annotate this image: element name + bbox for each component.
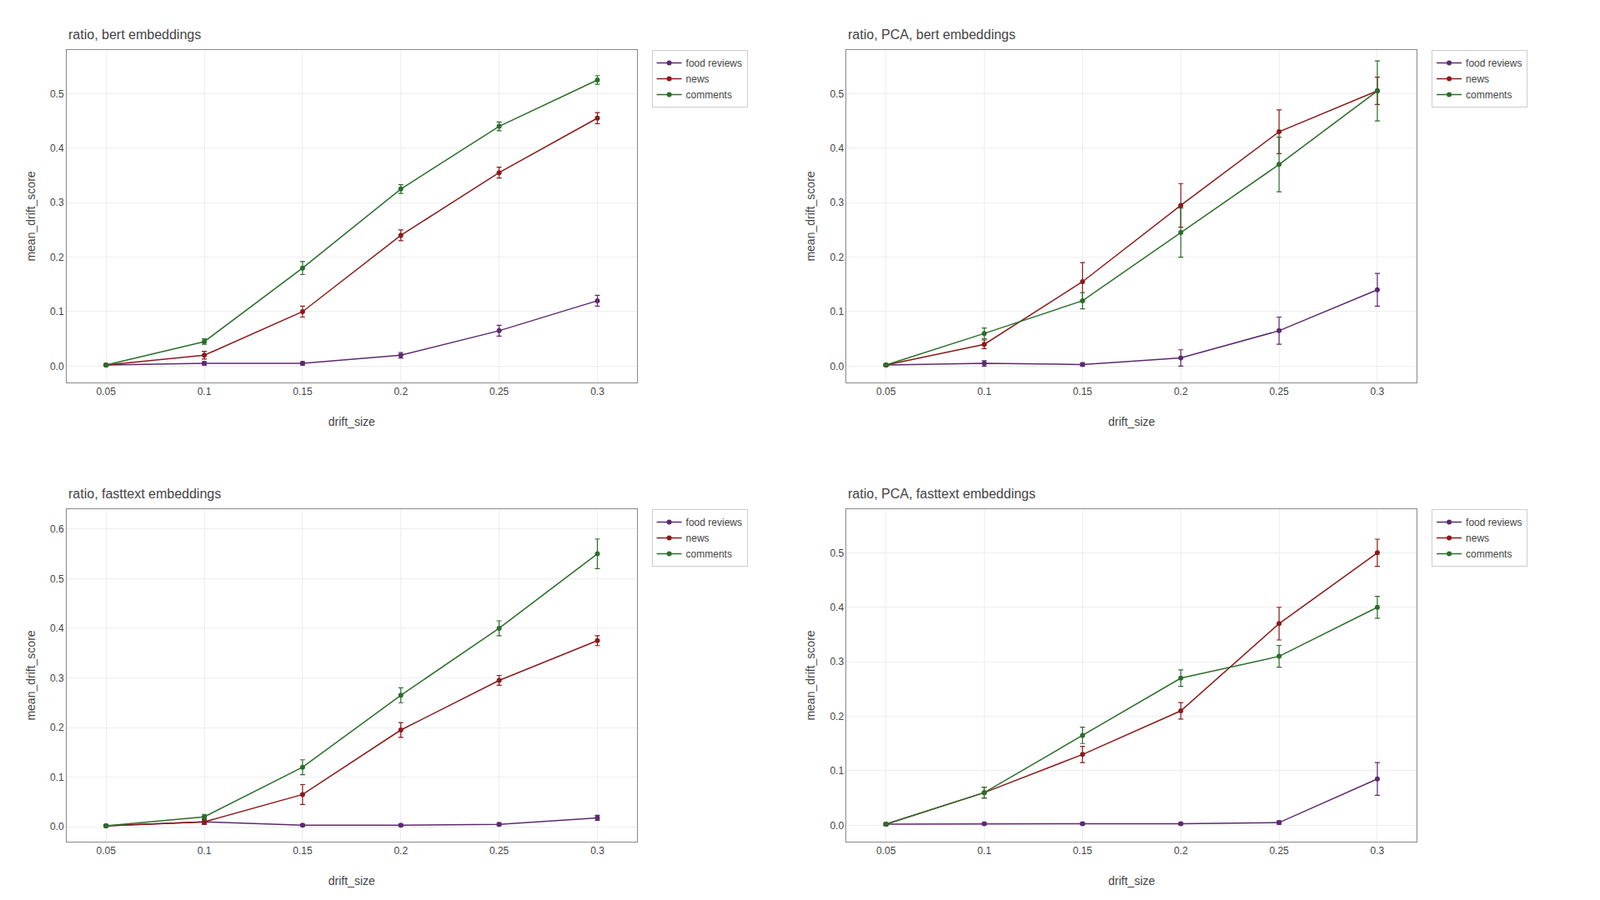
svg-text:mean_drift_score: mean_drift_score <box>24 630 38 721</box>
svg-text:0.2: 0.2 <box>393 386 408 398</box>
svg-text:0.6: 0.6 <box>50 523 65 536</box>
svg-text:news: news <box>1465 532 1490 545</box>
svg-text:0.2: 0.2 <box>829 711 844 723</box>
svg-text:food reviews: food reviews <box>1465 57 1522 70</box>
svg-text:0.5: 0.5 <box>50 573 65 586</box>
svg-text:0.4: 0.4 <box>829 142 844 155</box>
svg-text:0.25: 0.25 <box>1268 386 1290 398</box>
svg-text:0.0: 0.0 <box>50 821 65 833</box>
svg-text:0.3: 0.3 <box>590 386 605 398</box>
svg-text:0.2: 0.2 <box>1173 386 1189 398</box>
svg-text:0.25: 0.25 <box>489 386 510 398</box>
svg-text:0.3: 0.3 <box>50 196 65 209</box>
svg-text:0.2: 0.2 <box>1173 845 1189 858</box>
svg-text:food reviews: food reviews <box>686 57 743 70</box>
svg-text:0.1: 0.1 <box>50 772 65 784</box>
svg-text:comments: comments <box>686 548 733 561</box>
svg-text:0.05: 0.05 <box>95 845 116 858</box>
svg-text:0.3: 0.3 <box>1370 386 1385 398</box>
svg-text:drift_size: drift_size <box>328 874 376 888</box>
svg-text:0.1: 0.1 <box>197 845 212 858</box>
svg-text:comments: comments <box>1465 89 1512 101</box>
svg-text:food reviews: food reviews <box>686 516 743 529</box>
svg-text:0.15: 0.15 <box>1073 386 1094 398</box>
svg-text:0.5: 0.5 <box>829 88 844 101</box>
svg-text:0.3: 0.3 <box>50 672 65 685</box>
svg-text:0.1: 0.1 <box>197 386 212 398</box>
svg-text:0.4: 0.4 <box>50 622 65 635</box>
svg-text:drift_size: drift_size <box>1108 874 1155 888</box>
svg-text:ratio, PCA, fasttext embedding: ratio, PCA, fasttext embeddings <box>847 486 1036 502</box>
svg-text:0.15: 0.15 <box>292 386 313 398</box>
svg-text:drift_size: drift_size <box>328 415 376 429</box>
svg-text:0.5: 0.5 <box>50 88 65 101</box>
svg-text:0.1: 0.1 <box>977 845 992 858</box>
svg-text:0.15: 0.15 <box>292 845 313 858</box>
svg-text:ratio, PCA, bert embeddings: ratio, PCA, bert embeddings <box>847 27 1016 42</box>
svg-text:0.05: 0.05 <box>876 845 897 858</box>
svg-text:0.0: 0.0 <box>829 820 844 833</box>
svg-text:0.4: 0.4 <box>829 601 844 614</box>
svg-text:mean_drift_score: mean_drift_score <box>803 170 818 261</box>
svg-text:0.0: 0.0 <box>829 361 844 373</box>
svg-text:ratio, fasttext embeddings: ratio, fasttext embeddings <box>68 486 221 502</box>
svg-text:0.1: 0.1 <box>977 386 992 398</box>
svg-text:0.3: 0.3 <box>829 656 844 668</box>
svg-text:0.1: 0.1 <box>50 305 65 318</box>
svg-text:0.4: 0.4 <box>50 142 65 155</box>
svg-text:0.5: 0.5 <box>829 547 844 560</box>
svg-text:0.2: 0.2 <box>50 722 65 734</box>
svg-text:news: news <box>686 532 710 545</box>
svg-text:0.3: 0.3 <box>1370 845 1385 858</box>
svg-text:0.15: 0.15 <box>1073 845 1094 858</box>
svg-text:mean_drift_score: mean_drift_score <box>24 170 38 261</box>
svg-text:mean_drift_score: mean_drift_score <box>803 630 818 721</box>
svg-text:comments: comments <box>686 89 733 101</box>
svg-text:0.1: 0.1 <box>829 305 844 318</box>
svg-text:0.3: 0.3 <box>829 196 844 209</box>
svg-text:ratio, bert embeddings: ratio, bert embeddings <box>68 27 201 42</box>
svg-text:news: news <box>1465 73 1490 86</box>
svg-text:drift_size: drift_size <box>1108 415 1155 429</box>
svg-text:0.2: 0.2 <box>393 845 408 858</box>
svg-text:0.0: 0.0 <box>50 361 65 373</box>
svg-text:comments: comments <box>1465 548 1512 561</box>
svg-text:0.25: 0.25 <box>489 845 510 858</box>
svg-text:0.1: 0.1 <box>829 765 844 778</box>
svg-text:food reviews: food reviews <box>1465 516 1522 529</box>
svg-text:0.2: 0.2 <box>829 251 844 264</box>
svg-text:0.05: 0.05 <box>95 386 116 398</box>
svg-text:0.25: 0.25 <box>1268 845 1290 858</box>
svg-text:news: news <box>686 73 710 86</box>
svg-text:0.2: 0.2 <box>50 251 65 264</box>
svg-text:0.3: 0.3 <box>590 845 605 858</box>
svg-text:0.05: 0.05 <box>876 386 897 398</box>
